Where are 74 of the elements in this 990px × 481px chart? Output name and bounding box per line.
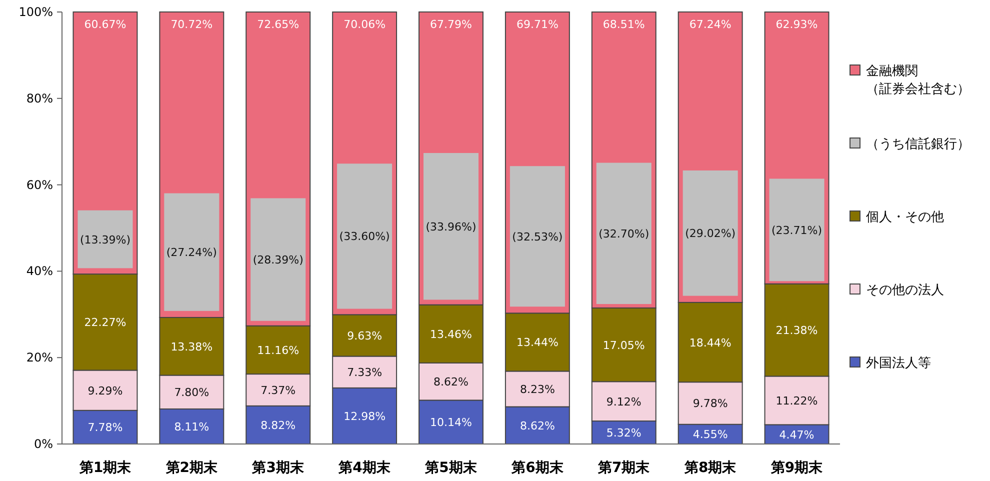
data-label: 9.29% — [88, 384, 123, 398]
data-label: (27.24%) — [166, 246, 217, 260]
data-label: 13.38% — [170, 340, 213, 354]
data-label: (33.96%) — [426, 220, 476, 234]
data-label: 60.67% — [84, 18, 126, 31]
data-label: (23.71%) — [772, 224, 822, 237]
data-label: 62.93% — [776, 18, 818, 31]
data-label: 9.63% — [347, 329, 382, 342]
data-label: 11.22% — [776, 394, 818, 408]
x-tick-label: 第6期末 — [510, 460, 564, 476]
bar — [596, 162, 652, 304]
x-tick-label: 第5期末 — [424, 460, 478, 476]
x-tick-label: 第4期末 — [338, 460, 392, 476]
bar — [682, 170, 738, 296]
data-label: 13.44% — [516, 336, 558, 350]
data-label: 8.11% — [174, 420, 210, 434]
x-tick-label: 第8期末 — [683, 460, 738, 476]
y-tick-label: 60% — [26, 178, 53, 192]
data-label: 70.06% — [344, 18, 386, 31]
data-label: 8.62% — [434, 376, 468, 389]
data-label: 8.62% — [520, 419, 555, 432]
data-label: 11.16% — [257, 344, 300, 357]
data-label: 8.23% — [520, 382, 555, 396]
bar — [250, 198, 306, 321]
data-label: 7.80% — [174, 386, 210, 400]
data-label: 13.46% — [430, 328, 472, 341]
legend-label: 個人・その他 — [866, 210, 944, 225]
data-label: 70.72% — [170, 18, 213, 31]
data-label: 17.05% — [602, 338, 645, 352]
x-tick-label: 第7期末 — [597, 460, 651, 476]
y-tick-label: 0% — [34, 437, 53, 451]
data-label: 5.32% — [606, 426, 642, 440]
data-label: (29.02%) — [685, 227, 736, 240]
data-label: 67.79% — [430, 18, 472, 31]
data-label: 22.27% — [84, 316, 126, 330]
legend-label: その他の法人 — [866, 283, 944, 298]
data-label: 68.51% — [602, 18, 645, 31]
data-label: 8.82% — [260, 418, 296, 432]
data-label: 4.55% — [692, 428, 728, 442]
x-tick-label: 第1期末 — [78, 460, 132, 476]
y-tick-label: 100% — [18, 5, 53, 19]
legend-label: 外国法人等 — [866, 356, 931, 371]
data-label: (28.39%) — [252, 254, 304, 267]
x-tick-label: 第2期末 — [164, 460, 219, 476]
x-tick-label: 第3期末 — [251, 460, 305, 476]
y-tick-label: 20% — [26, 350, 53, 365]
data-label: 18.44% — [689, 336, 732, 350]
data-label: 69.71% — [516, 18, 558, 31]
data-label: (32.53%) — [512, 230, 563, 244]
data-label: 12.98% — [344, 410, 386, 423]
data-label: 4.47% — [779, 428, 814, 442]
y-tick-label: 80% — [26, 91, 53, 106]
data-label: 7.37% — [260, 384, 296, 397]
data-label: (13.39%) — [80, 233, 130, 246]
data-label: 10.14% — [430, 416, 472, 430]
data-label: 67.24% — [689, 18, 732, 31]
data-label: 9.78% — [692, 397, 728, 410]
legend-label: （うち信託銀行） — [866, 137, 970, 152]
bar — [164, 193, 220, 311]
bar — [769, 178, 824, 282]
y-tick-label: 40% — [26, 264, 53, 278]
data-label: (33.60%) — [339, 230, 390, 244]
bar — [337, 164, 392, 309]
x-tick-label: 第9期末 — [770, 460, 824, 476]
bar — [423, 153, 479, 300]
data-label: 9.12% — [606, 395, 642, 408]
data-label: 7.78% — [88, 421, 123, 434]
bar — [510, 166, 565, 307]
data-label: 21.38% — [776, 324, 818, 338]
data-label: (32.70%) — [598, 227, 650, 240]
bar — [78, 210, 133, 268]
data-label: 72.65% — [257, 18, 300, 31]
data-label: 7.33% — [347, 366, 382, 380]
legend-label: 金融機関（証券会社含む） — [866, 64, 970, 97]
